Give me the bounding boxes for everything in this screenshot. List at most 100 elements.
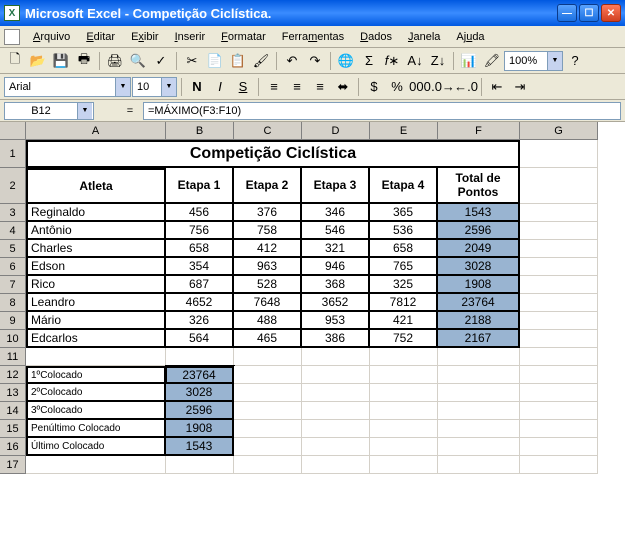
cell[interactable] xyxy=(302,438,370,456)
cell[interactable] xyxy=(234,384,302,402)
font-name-dropdown[interactable]: ▼ xyxy=(4,77,131,97)
row-header[interactable]: 16 xyxy=(0,438,26,456)
cell[interactable] xyxy=(234,402,302,420)
cell[interactable] xyxy=(438,456,520,474)
cell[interactable] xyxy=(438,366,520,384)
cell[interactable]: Etapa 1 xyxy=(166,168,234,204)
cell[interactable]: Charles xyxy=(26,240,166,258)
cell[interactable]: Leandro xyxy=(26,294,166,312)
cell[interactable] xyxy=(370,456,438,474)
row-header[interactable]: 7 xyxy=(0,276,26,294)
print-preview-icon[interactable]: 🖨 xyxy=(104,50,126,72)
cell[interactable]: 3028 xyxy=(166,384,234,402)
cell[interactable]: 564 xyxy=(166,330,234,348)
row-header[interactable]: 10 xyxy=(0,330,26,348)
col-header[interactable]: B xyxy=(166,122,234,140)
cell[interactable] xyxy=(370,420,438,438)
cell[interactable] xyxy=(520,384,598,402)
align-right-icon[interactable]: ≡ xyxy=(309,76,331,98)
underline-icon[interactable]: S xyxy=(232,76,254,98)
cell[interactable]: 758 xyxy=(234,222,302,240)
row-header[interactable]: 1 xyxy=(0,140,26,168)
minimize-button[interactable]: — xyxy=(557,4,577,22)
undo-icon[interactable]: ↶ xyxy=(281,50,303,72)
search-icon[interactable]: 🔍 xyxy=(127,50,149,72)
spellcheck-icon[interactable]: ✓ xyxy=(150,50,172,72)
cell[interactable]: 421 xyxy=(370,312,438,330)
decrease-indent-icon[interactable]: ⇤ xyxy=(486,76,508,98)
font-size-dropdown[interactable]: ▼ xyxy=(132,77,177,97)
copy-icon[interactable]: 📄 xyxy=(204,50,226,72)
increase-decimal-icon[interactable]: .0→ xyxy=(432,76,454,98)
cell[interactable] xyxy=(370,402,438,420)
cell[interactable]: 546 xyxy=(302,222,370,240)
menu-arquivo[interactable]: Arquivo xyxy=(26,29,77,45)
cell[interactable]: 456 xyxy=(166,204,234,222)
cell[interactable] xyxy=(370,438,438,456)
cell[interactable]: 953 xyxy=(302,312,370,330)
cell[interactable] xyxy=(166,456,234,474)
col-header[interactable]: D xyxy=(302,122,370,140)
cell[interactable] xyxy=(520,258,598,276)
cell[interactable] xyxy=(26,456,166,474)
row-header[interactable]: 17 xyxy=(0,456,26,474)
cell[interactable] xyxy=(234,456,302,474)
menu-ajuda[interactable]: Ajuda xyxy=(449,29,491,45)
cell[interactable]: Total dePontos xyxy=(438,168,520,204)
col-header[interactable]: E xyxy=(370,122,438,140)
cell[interactable]: 687 xyxy=(166,276,234,294)
name-box-input[interactable] xyxy=(5,105,77,117)
cell[interactable] xyxy=(520,240,598,258)
chevron-down-icon[interactable]: ▼ xyxy=(77,103,92,119)
cell[interactable]: Competição Ciclística xyxy=(26,140,520,168)
cell[interactable]: Etapa 4 xyxy=(370,168,438,204)
cell[interactable]: Penúltimo Colocado xyxy=(26,420,166,438)
cell[interactable] xyxy=(520,330,598,348)
cell[interactable] xyxy=(520,438,598,456)
row-header[interactable]: 4 xyxy=(0,222,26,240)
cell[interactable]: 3652 xyxy=(302,294,370,312)
redo-icon[interactable]: ↷ xyxy=(304,50,326,72)
cell[interactable]: 2596 xyxy=(166,402,234,420)
cell[interactable]: Mário xyxy=(26,312,166,330)
cell[interactable]: 2596 xyxy=(438,222,520,240)
row-header[interactable]: 3 xyxy=(0,204,26,222)
font-size-input[interactable] xyxy=(133,78,161,96)
increase-indent-icon[interactable]: ⇥ xyxy=(509,76,531,98)
cell[interactable]: 386 xyxy=(302,330,370,348)
cell[interactable]: 658 xyxy=(166,240,234,258)
bold-icon[interactable]: N xyxy=(186,76,208,98)
cell[interactable]: 2049 xyxy=(438,240,520,258)
cell[interactable] xyxy=(520,456,598,474)
cell[interactable]: Edson xyxy=(26,258,166,276)
menu-janela[interactable]: Janela xyxy=(401,29,447,45)
row-header[interactable]: 11 xyxy=(0,348,26,366)
cell[interactable] xyxy=(302,384,370,402)
cell[interactable]: 23764 xyxy=(438,294,520,312)
menu-dados[interactable]: Dados xyxy=(353,29,399,45)
menu-ferramentas[interactable]: Ferramentas xyxy=(275,29,351,45)
maximize-button[interactable]: ☐ xyxy=(579,4,599,22)
hyperlink-icon[interactable]: 🌐 xyxy=(335,50,357,72)
cell[interactable]: 536 xyxy=(370,222,438,240)
drawing-icon[interactable]: 🖍 xyxy=(481,50,503,72)
close-button[interactable]: ✕ xyxy=(601,4,621,22)
cell[interactable]: 23764 xyxy=(166,366,234,384)
cell[interactable]: Antônio xyxy=(26,222,166,240)
cell[interactable] xyxy=(520,366,598,384)
cell[interactable] xyxy=(438,348,520,366)
col-header[interactable]: C xyxy=(234,122,302,140)
cut-icon[interactable]: ✂ xyxy=(181,50,203,72)
cell[interactable] xyxy=(520,348,598,366)
chevron-down-icon[interactable]: ▼ xyxy=(161,78,176,96)
col-header[interactable]: G xyxy=(520,122,598,140)
percent-icon[interactable]: % xyxy=(386,76,408,98)
cell[interactable]: 765 xyxy=(370,258,438,276)
cell[interactable] xyxy=(520,420,598,438)
cell[interactable] xyxy=(438,438,520,456)
new-icon[interactable]: 🗋 xyxy=(4,50,26,72)
cell[interactable] xyxy=(302,420,370,438)
menu-editar[interactable]: Editar xyxy=(79,29,122,45)
cell[interactable]: Etapa 2 xyxy=(234,168,302,204)
cell[interactable] xyxy=(520,402,598,420)
